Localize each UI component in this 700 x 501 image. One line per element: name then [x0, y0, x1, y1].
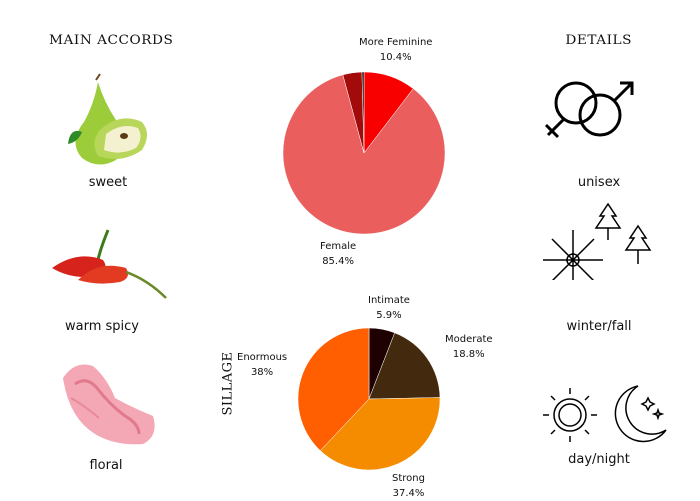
- pie-slice-moderate: [368, 332, 441, 400]
- details-title: DETAILS: [565, 33, 633, 48]
- pie-slice-strong: [319, 397, 441, 471]
- carnation-flower-icon: [63, 364, 155, 445]
- main-accords-title: MAIN ACCORDS: [49, 33, 174, 48]
- slice-label-intimate: Intimate 5.9%: [368, 295, 410, 321]
- accord-label: warm spicy: [65, 319, 139, 334]
- slice-label-enormous: Enormous 38%: [237, 352, 288, 378]
- slice-label-moderate: Moderate 18.8%: [445, 334, 493, 360]
- slice-label-more-feminine: More Feminine 10.4%: [359, 37, 433, 63]
- snowflake-maple-leaf-icon: [543, 202, 652, 280]
- sillage-title: SILLAGE: [220, 351, 236, 416]
- pear-icon: [68, 73, 147, 165]
- detail-label: day/night: [568, 452, 630, 467]
- accord-label: floral: [89, 458, 123, 473]
- pie-slice-unlabeled-3: [361, 71, 365, 154]
- detail-label: winter/fall: [566, 319, 632, 334]
- gender-symbols-icon: [544, 81, 634, 139]
- sun-moon-icon: [543, 385, 667, 443]
- slice-label-strong: Strong 37.4%: [392, 473, 425, 499]
- detail-label: unisex: [577, 175, 621, 190]
- slice-label-female: Female 85.4%: [320, 241, 357, 267]
- pie-slice-female: [282, 74, 446, 235]
- chili-pepper-icon: [52, 229, 167, 299]
- accord-label: sweet: [88, 175, 128, 190]
- pie-slice-enormous: [297, 327, 370, 451]
